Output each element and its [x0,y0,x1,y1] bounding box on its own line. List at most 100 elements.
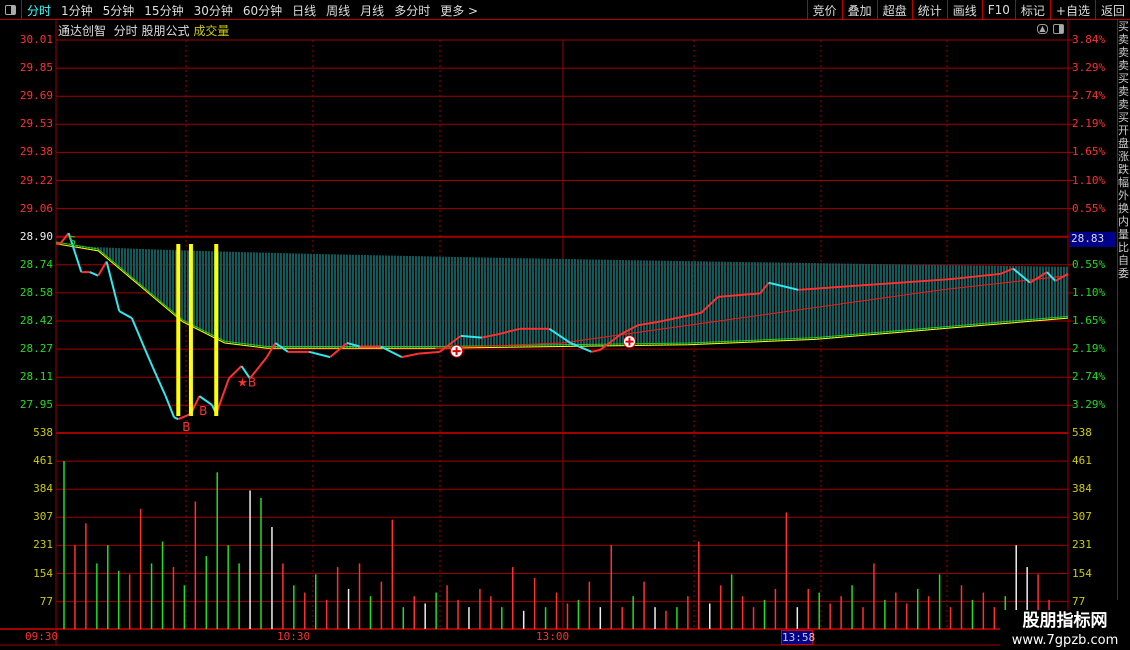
strength-bar [454,256,456,349]
tab-1[interactable]: 1分钟 [61,3,93,18]
pct-tick: 3.29% [1072,398,1106,412]
strength-bar [286,253,288,349]
pct-tick: 2.19% [1072,117,1106,131]
toolbar-button-6[interactable]: 标记 [1014,0,1050,20]
volume-tick-right: 307 [1072,510,1092,524]
strength-bar [184,250,186,323]
strength-bar [838,263,840,338]
strength-bar [817,263,819,340]
strength-bar [427,256,429,349]
strength-bar [859,263,861,336]
strength-bar [736,261,738,343]
strength-bar [862,263,864,336]
panel-icon[interactable] [1053,24,1064,34]
strength-bar [82,246,84,249]
strength-bar [304,253,306,349]
strength-bar [400,255,402,349]
toolbar-button-0[interactable]: 竞价 [806,0,842,20]
strength-bar [730,261,732,343]
strength-bar [172,250,174,313]
price-line-segment [1012,267,1031,284]
strength-bar [976,265,978,326]
strength-bar [793,262,795,341]
ma-line-green [55,241,1069,348]
strength-bar [988,265,990,325]
strength-bar [253,252,255,347]
toolbar-button-7[interactable]: +自选 [1049,0,1095,20]
strength-bar [532,258,534,347]
toolbar-button-5[interactable]: F10 [981,0,1015,20]
toolbar-button-3[interactable]: 统计 [911,0,947,20]
strength-bar [565,259,567,347]
toolbar-button-4[interactable]: 画线 [946,0,982,20]
toolbar-button-2[interactable]: 超盘 [876,0,912,20]
price-tick: 29.53 [19,117,53,131]
indicator-label[interactable]: 成交量 [193,24,230,38]
strength-bar [148,249,150,293]
volume-tick: 231 [33,538,53,552]
tab-7[interactable]: 周线 [326,3,351,18]
price-line-segment [274,342,289,353]
pct-tick: 1.65% [1072,314,1106,327]
strength-bar [247,252,249,346]
strength-bar [598,259,600,347]
volume-tick: 307 [33,510,53,524]
toolbar-button-1[interactable]: 叠加 [841,0,877,20]
price-line-segment [198,395,213,406]
strength-bar [892,264,894,333]
tab-0[interactable]: 分时 [27,3,52,18]
toolbar-button-8[interactable]: 返回 [1094,0,1130,20]
strength-bar [973,265,975,327]
strength-bar [430,256,432,349]
strength-bar [115,247,117,265]
tab-10[interactable]: 更多 > [440,3,479,18]
price-line-segment [700,296,719,314]
strength-bar [1048,266,1050,320]
strength-bar [235,251,237,345]
strength-bar [187,250,189,324]
strength-bar [826,263,828,339]
pct-tick: 1.10% [1072,173,1106,187]
strength-bar [865,263,867,336]
strength-bar [796,262,798,341]
right-info-strip[interactable]: 买卖卖卖买卖卖买开盘涨跌幅外换内量比自委 [1117,20,1130,600]
plus-icon [625,337,634,346]
strength-bar [568,259,570,347]
strength-bar [421,256,423,349]
tab-3[interactable]: 15分钟 [144,3,184,18]
strength-bar [727,261,729,344]
tab-8[interactable]: 月线 [360,3,385,18]
formula-label: 股朋公式 [141,24,190,38]
panel-toggle-icon[interactable] [0,0,22,20]
strength-bar [196,250,198,329]
strength-bar [766,262,768,342]
strength-bar [463,257,465,348]
tab-9[interactable]: 多分时 [394,3,431,18]
strength-bar [469,257,471,348]
strength-bar [1066,266,1068,319]
strength-bar [637,260,639,346]
strength-bar [394,255,396,349]
pct-tick: 2.74% [1072,89,1106,103]
chart-title: 通达创智 分时 股朋公式 成交量 [58,22,229,39]
strength-bar [271,252,273,349]
tab-5[interactable]: 60分钟 [242,3,283,18]
pct-tick: 0.55% [1072,257,1106,271]
price-tick: 28.58 [19,285,53,299]
strength-bar [691,261,693,345]
expand-up-icon[interactable]: ▲ [1037,24,1048,34]
strength-bar [1015,266,1017,323]
strength-bar [517,258,519,348]
strength-bar [595,259,597,347]
strength-bar [931,264,933,330]
strength-bar [772,262,774,342]
strength-bar [964,265,966,327]
tab-2[interactable]: 5分钟 [102,3,135,18]
strength-bar [991,265,993,325]
price-line-segment [59,232,70,245]
strength-bar [679,260,681,345]
tab-6[interactable]: 日线 [292,3,317,18]
pct-tick: 3.84% [1072,33,1106,46]
tab-4[interactable]: 30分钟 [193,3,233,18]
